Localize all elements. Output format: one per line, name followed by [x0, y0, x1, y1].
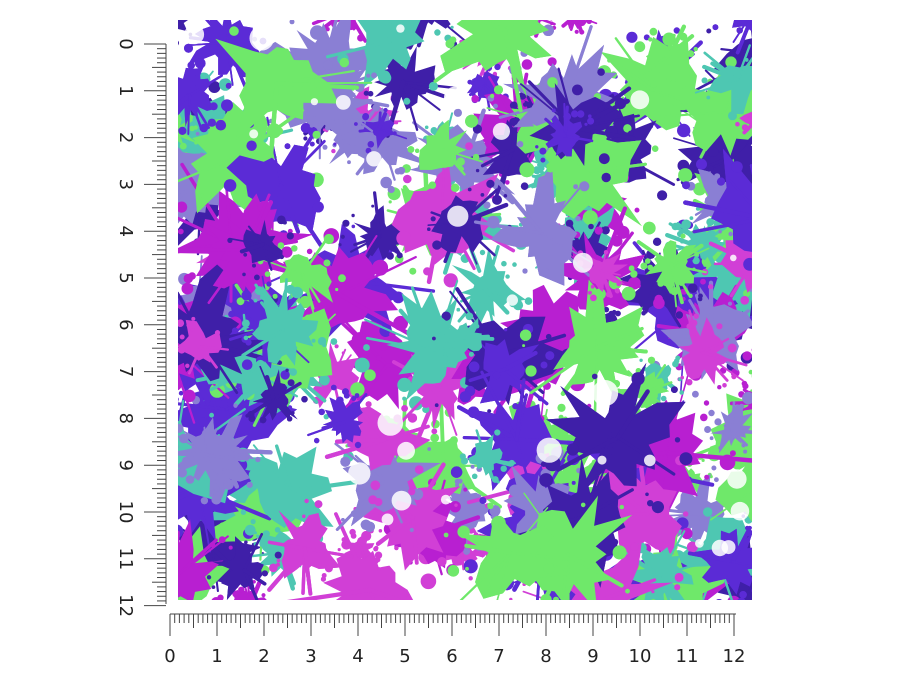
paint-splat — [431, 307, 495, 357]
white-gap-splat — [184, 24, 205, 45]
splatter-layer — [178, 20, 752, 600]
white-gap-splat — [727, 469, 747, 489]
paint-splat — [443, 502, 579, 600]
paint-splat — [178, 417, 249, 492]
paint-splat — [178, 316, 230, 375]
vertical-ruler-label: 4 — [115, 225, 136, 236]
white-gap-splat — [572, 252, 593, 273]
white-gap-splat — [310, 98, 318, 106]
white-gap-splat — [397, 441, 415, 460]
vertical-ruler-label: 10 — [115, 501, 136, 524]
vertical-ruler-label: 7 — [115, 366, 136, 377]
vertical-ruler-ticks — [144, 43, 166, 607]
paint-splat — [307, 384, 368, 449]
paint-splat — [227, 215, 294, 281]
paint-splat — [223, 116, 337, 248]
white-gap-splat — [335, 95, 351, 110]
white-gap-splat — [506, 294, 518, 306]
white-gap-splat — [447, 205, 469, 227]
vertical-ruler-label: 8 — [115, 413, 136, 424]
paint-splat — [286, 512, 437, 600]
horizontal-ruler-label: 2 — [258, 646, 269, 667]
horizontal-ruler-label: 9 — [587, 646, 598, 667]
white-gap-splat — [721, 540, 736, 555]
white-gap-splat — [642, 193, 659, 209]
horizontal-ruler-label: 12 — [723, 646, 746, 667]
white-gap-splat — [492, 122, 510, 140]
white-gap-splat — [249, 25, 275, 51]
horizontal-ruler-label: 6 — [446, 646, 457, 667]
paint-splat — [245, 365, 308, 424]
white-gap-splat — [630, 90, 650, 110]
vertical-ruler-label: 6 — [115, 319, 136, 330]
paint-splat — [206, 532, 282, 600]
paint-splat — [704, 401, 752, 462]
paint-splat — [687, 514, 752, 600]
paint-splat — [433, 20, 558, 113]
paint-splat — [712, 20, 752, 55]
white-gap-splat — [348, 462, 371, 485]
white-gap-splat — [536, 437, 562, 463]
vertical-ruler-label: 12 — [115, 594, 136, 617]
white-gap-splat — [381, 513, 394, 526]
white-gap-splat — [366, 151, 382, 167]
horizontal-ruler-labels: 0 1 2 3 4 5 6 7 8 9 10 11 12 — [164, 646, 745, 667]
white-gap-splat — [644, 454, 656, 467]
vertical-ruler-label: 1 — [115, 85, 136, 96]
paint-splat — [178, 61, 232, 135]
vertical-ruler-label: 2 — [115, 132, 136, 143]
vertical-ruler-label: 0 — [115, 38, 136, 49]
horizontal-ruler-label: 11 — [676, 646, 699, 667]
vertical-ruler-label: 5 — [115, 272, 136, 283]
white-gap-splat — [391, 490, 412, 511]
white-gap-splat — [440, 494, 451, 505]
paint-splat — [628, 233, 710, 308]
paint-splat — [215, 26, 373, 158]
white-gap-splat — [396, 24, 405, 33]
horizontal-ruler: 0 1 2 3 4 5 6 7 8 9 10 11 12 — [164, 613, 745, 667]
paint-splat — [473, 171, 600, 286]
vertical-ruler-label: 11 — [115, 547, 136, 570]
paint-splat — [735, 111, 752, 135]
paint-splat — [678, 309, 748, 388]
horizontal-ruler-label: 0 — [164, 646, 175, 667]
paint-splat — [325, 20, 454, 105]
vertical-ruler-label: 3 — [115, 179, 136, 190]
paint-splat — [694, 44, 752, 121]
vertical-ruler-label: 9 — [115, 459, 136, 470]
paint-splat — [354, 107, 408, 154]
white-gap-splat — [597, 455, 607, 465]
paint-splatter-swatch — [178, 20, 752, 600]
paint-splat — [466, 63, 509, 112]
paint-splat — [267, 498, 354, 596]
white-gap-splat — [443, 86, 467, 110]
horizontal-ruler-label: 4 — [352, 646, 363, 667]
horizontal-ruler-label: 8 — [540, 646, 551, 667]
paint-splat — [636, 27, 698, 88]
horizontal-ruler-label: 7 — [493, 646, 504, 667]
horizontal-ruler-label: 1 — [211, 646, 222, 667]
horizontal-ruler-label: 3 — [305, 646, 316, 667]
horizontal-ruler-ticks — [169, 614, 735, 636]
horizontal-ruler-label: 10 — [629, 646, 652, 667]
white-gap-splat — [730, 501, 750, 521]
paint-splat — [407, 119, 483, 192]
white-gap-splat — [592, 380, 619, 406]
paint-splat — [561, 20, 598, 35]
paint-splat — [535, 102, 595, 163]
white-gap-splat — [377, 410, 404, 436]
paint-splat — [459, 429, 517, 484]
white-gap-splat — [695, 539, 704, 548]
paint-splat — [241, 278, 338, 370]
paint-splat — [363, 279, 505, 414]
white-gap-splat — [730, 254, 737, 262]
horizontal-ruler-label: 5 — [399, 646, 410, 667]
white-gap-splat — [249, 129, 259, 139]
